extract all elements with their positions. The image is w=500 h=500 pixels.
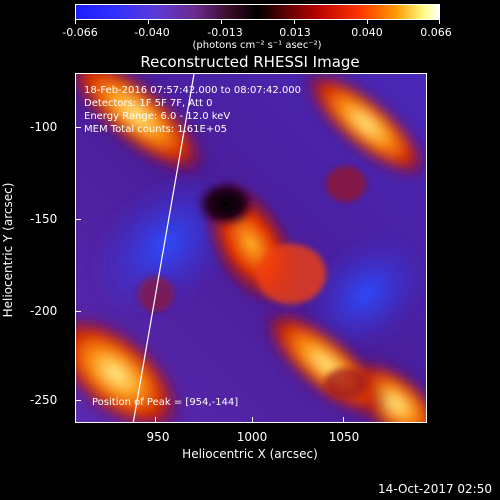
y-tick-label: -100 <box>30 120 58 134</box>
energy-annotation: Energy Range: 6.0 - 12.0 keV <box>84 111 231 122</box>
colorbar-tick-label: -0.040 <box>134 26 170 39</box>
counts-annotation: MEM Total counts: 1.61E+05 <box>84 124 227 135</box>
colorbar-tick-label: 0.013 <box>279 26 311 39</box>
time-range-annotation: 18-Feb-2016 07:57:42.000 to 08:07:42.000 <box>84 85 302 96</box>
colorbar <box>75 4 440 20</box>
colorbar-tick-label: 0.066 <box>420 26 452 39</box>
colorbar-tick-label: -0.066 <box>62 26 98 39</box>
detectors-annotation: Detectors: 1F 5F 7F, Att 0 <box>84 98 213 109</box>
y-tick-label: -150 <box>30 212 58 226</box>
peak-position-annotation: Position of Peak = [954,-144] <box>92 397 239 408</box>
solar-image: 18-Feb-2016 07:57:42.000 to 08:07:42.000… <box>75 73 427 423</box>
timestamp: 14-Oct-2017 02:50 <box>378 482 492 496</box>
x-tick-label: 1000 <box>236 430 268 444</box>
colorbar-units: (photons cm⁻² s⁻¹ asec⁻²) <box>192 40 322 51</box>
x-axis-label: Heliocentric X (arcsec) <box>182 447 318 461</box>
colorbar-tick-label: -0.013 <box>207 26 243 39</box>
solar-image-render <box>76 74 426 422</box>
colorbar-tick-label: 0.040 <box>351 26 383 39</box>
y-tick-label: -200 <box>30 304 58 318</box>
y-tick-label: -250 <box>30 393 58 407</box>
image-title: Reconstructed RHESSI Image <box>140 53 360 71</box>
x-tick-label: 1050 <box>328 430 360 444</box>
y-axis-label: Heliocentric Y (arcsec) <box>1 182 15 318</box>
x-tick-label: 950 <box>146 430 170 444</box>
